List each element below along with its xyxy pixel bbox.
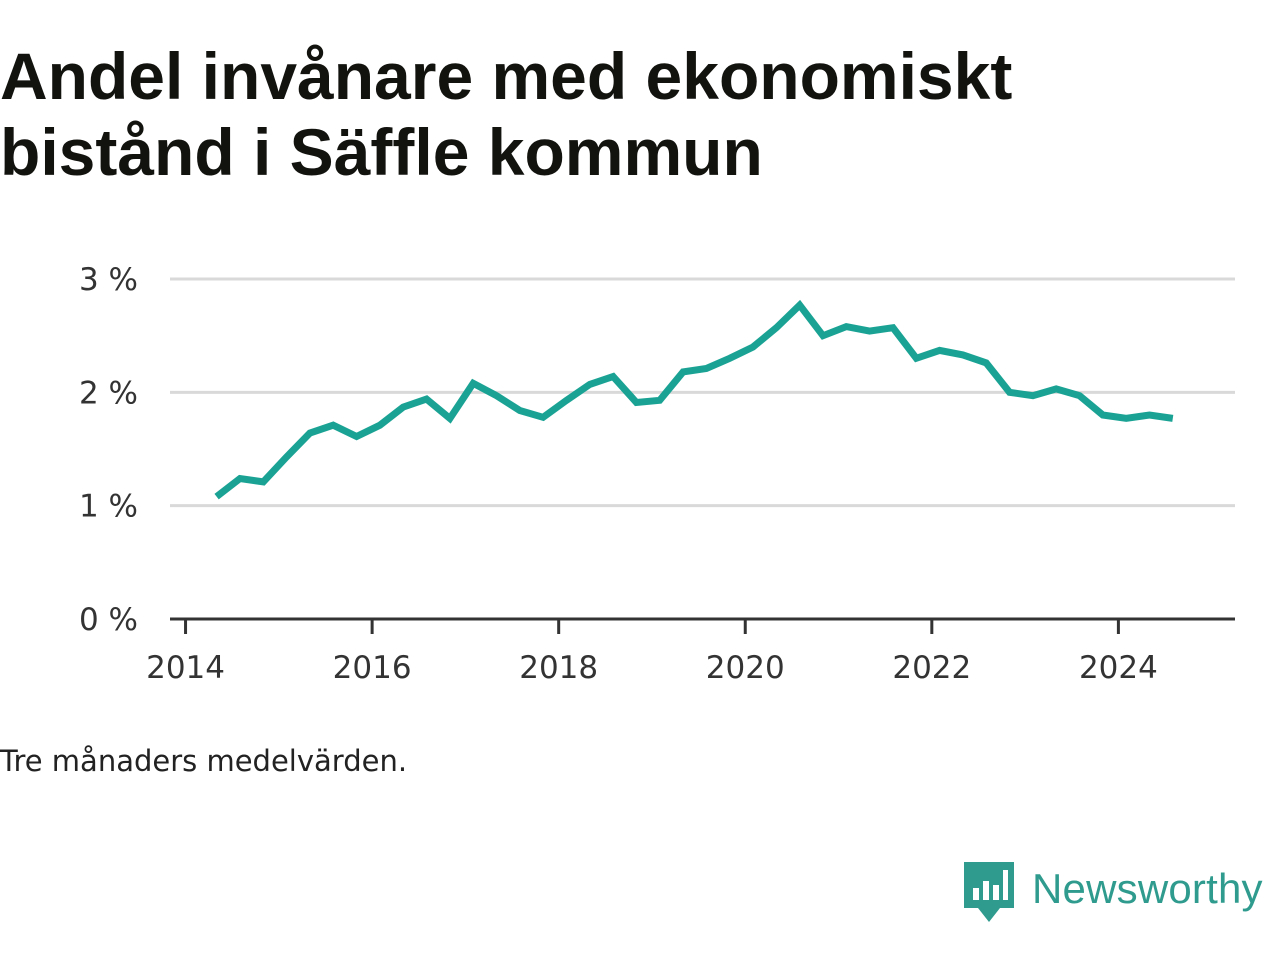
- x-tick-label: 2022: [892, 650, 971, 686]
- series-line-0: [214, 299, 1174, 500]
- x-tick-label: 2018: [519, 650, 598, 686]
- y-tick-label: 0 %: [79, 602, 138, 638]
- y-axis-labels: 0 % 1 % 2 % 3 %: [79, 262, 138, 638]
- title-line-2: bistånd i Säffle kommun: [0, 115, 763, 189]
- title-line-1: Andel invånare med ekonomiskt: [0, 39, 1013, 113]
- y-tick-label: 1 %: [79, 489, 138, 525]
- brand-logo: Newsworthy: [964, 862, 1263, 924]
- x-tick-label: 2024: [1079, 650, 1158, 686]
- newsworthy-logo-icon: [964, 862, 1014, 922]
- chart-title: Andel invånare med ekonomiskt bistånd i …: [0, 38, 1240, 190]
- y-tick-label: 2 %: [79, 375, 138, 411]
- brand-name: Newsworthy: [1032, 865, 1263, 912]
- x-tick-label: 2020: [706, 650, 785, 686]
- x-tick-label: 2014: [146, 650, 225, 686]
- line-chart: 2014 2016 2018 2020 2022 2024 0 % 1 % 2 % 3 %: [79, 262, 1235, 686]
- x-axis: 2014 2016 2018 2020 2022 2024: [146, 617, 1235, 686]
- series-layer: [214, 299, 1174, 500]
- x-tick-label: 2016: [333, 650, 412, 686]
- y-tick-label: 3 %: [79, 262, 138, 298]
- chart-note: Tre månaders medelvärden.: [0, 744, 408, 778]
